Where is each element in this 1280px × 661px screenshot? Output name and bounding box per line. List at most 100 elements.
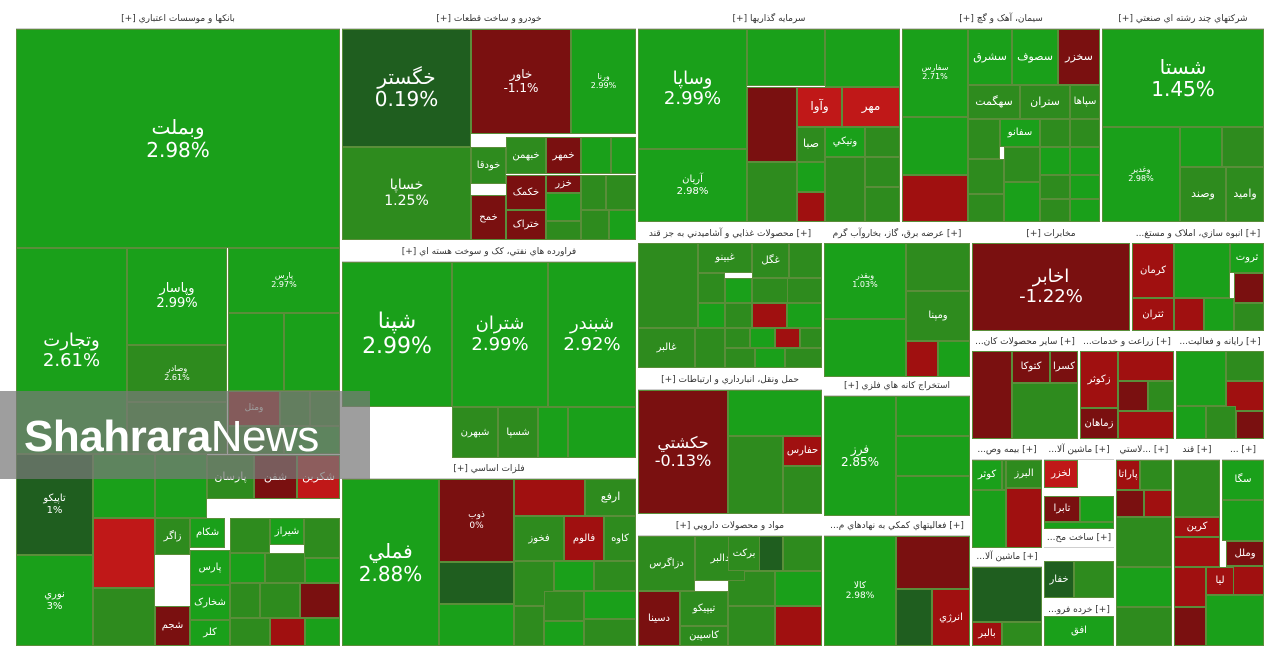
stock-tile[interactable]: فملي 2.88% [342,479,439,646]
stock-tile[interactable]: غگل [752,243,789,278]
sector-header[interactable]: [+] زراعت و خدمات... [1080,333,1174,352]
sector-header[interactable]: [+] خرده فرو... [1044,601,1114,620]
stock-tile[interactable] [800,328,822,348]
stock-tile[interactable] [902,117,968,175]
stock-tile[interactable] [728,606,775,646]
stock-tile[interactable] [1040,199,1070,222]
stock-tile[interactable] [1222,127,1264,167]
stock-tile[interactable] [93,518,155,588]
stock-tile[interactable] [606,175,636,210]
stock-tile[interactable] [1080,496,1114,522]
stock-tile[interactable] [1174,460,1220,517]
stock-tile[interactable] [1204,298,1234,331]
stock-tile[interactable]: واميد [1226,167,1264,222]
stock-tile[interactable] [1012,383,1078,439]
stock-tile[interactable] [230,583,260,618]
stock-tile[interactable] [725,328,750,348]
stock-tile[interactable]: کلر [190,620,230,646]
stock-tile[interactable]: شبهرن [452,407,498,458]
stock-tile[interactable] [1116,567,1172,607]
stock-tile[interactable] [1118,381,1148,411]
stock-tile[interactable] [1226,351,1264,381]
stock-tile[interactable]: سفانو [1000,119,1040,147]
stock-tile[interactable] [1174,607,1206,646]
stock-tile[interactable] [896,536,970,589]
stock-tile[interactable]: ستران [1020,85,1070,119]
stock-tile[interactable] [775,571,822,606]
stock-tile[interactable] [902,175,968,222]
stock-tile[interactable]: وبملت 2.98% [16,29,340,248]
sector-header[interactable]: [+] عرضه برق، گاز، بخاروآب گرم [824,225,970,244]
stock-tile[interactable] [906,341,938,377]
stock-tile[interactable] [1176,406,1206,439]
stock-tile[interactable] [514,479,585,516]
stock-tile[interactable] [544,591,584,621]
stock-tile[interactable]: خاور -1.1% [471,29,571,134]
stock-tile[interactable] [752,278,789,303]
stock-tile[interactable]: کاوه [604,516,636,561]
sector-header[interactable]: [+] فعاليتهاي کمکي به نهادهاي م... [824,517,970,536]
stock-tile[interactable] [725,303,752,328]
stock-tile[interactable]: خزر [546,175,581,193]
stock-tile[interactable]: تابرا [1044,496,1080,522]
stock-tile[interactable]: حفارس [783,436,822,466]
stock-tile[interactable] [1174,567,1206,607]
stock-tile[interactable]: وبقدر 1.03% [824,243,906,319]
stock-tile[interactable]: سفارس 2.71% [902,29,968,117]
stock-tile[interactable] [783,466,822,514]
stock-tile[interactable]: وملل [1226,541,1264,566]
stock-tile[interactable] [638,243,698,328]
sector-header[interactable]: بانکها و موسسات اعتباري [+] [16,10,340,29]
stock-tile[interactable] [750,328,775,348]
stock-tile[interactable]: فرز 2.85% [824,396,896,516]
stock-tile[interactable] [581,137,611,174]
stock-tile[interactable] [1206,406,1236,439]
stock-tile[interactable]: شيراز [270,518,304,545]
sector-header[interactable]: [+] ...لاستي [1116,441,1172,460]
stock-tile[interactable]: سخزر [1058,29,1100,85]
sector-header[interactable]: [+] ماشين آلا... [1044,441,1114,460]
sector-header[interactable]: [+] ساخت مح... [1044,529,1114,548]
stock-tile[interactable] [265,553,305,583]
stock-tile[interactable] [1236,411,1264,439]
stock-tile[interactable]: البرز [1006,460,1042,488]
stock-tile[interactable] [568,407,636,458]
sector-header[interactable]: [+] ساير محصولات کان... [972,333,1078,352]
stock-tile[interactable]: دزاگرس [638,536,695,591]
stock-tile[interactable] [1002,460,1006,490]
stock-tile[interactable] [783,536,822,571]
stock-tile[interactable]: ثروت [1230,243,1264,273]
stock-tile[interactable] [230,553,265,583]
stock-tile[interactable] [775,606,822,646]
stock-tile[interactable]: شخارک [190,585,230,620]
stock-tile[interactable] [230,518,270,553]
stock-tile[interactable] [752,303,787,328]
stock-tile[interactable] [1070,147,1100,175]
stock-tile[interactable] [725,348,755,368]
stock-tile[interactable] [972,567,1042,622]
stock-tile[interactable] [906,243,970,291]
stock-tile[interactable] [270,618,305,646]
stock-tile[interactable] [825,29,900,87]
stock-tile[interactable] [300,583,340,618]
stock-tile[interactable]: وغدير 2.98% [1102,127,1180,222]
stock-tile[interactable]: اخابر -1.22% [972,243,1130,331]
stock-tile[interactable] [1118,411,1174,439]
stock-tile[interactable] [1070,199,1100,222]
stock-tile[interactable] [865,187,900,222]
stock-tile[interactable]: وصند [1180,167,1226,222]
stock-tile[interactable]: کتوکا [1012,351,1050,383]
stock-tile[interactable] [747,87,797,162]
stock-tile[interactable] [787,303,822,328]
stock-tile[interactable] [972,490,1006,548]
stock-tile[interactable] [1222,500,1264,541]
stock-tile[interactable] [1070,119,1100,147]
sector-header[interactable]: فلزات اساسي [+] [342,460,636,479]
stock-tile[interactable]: خفار [1044,561,1074,598]
stock-tile[interactable] [1074,561,1114,598]
stock-tile[interactable]: مهر [842,87,900,127]
stock-tile[interactable]: کالا 2.98% [824,536,896,646]
stock-tile[interactable] [584,619,636,646]
stock-tile[interactable] [1148,381,1174,411]
stock-tile[interactable]: خمح [471,195,506,240]
